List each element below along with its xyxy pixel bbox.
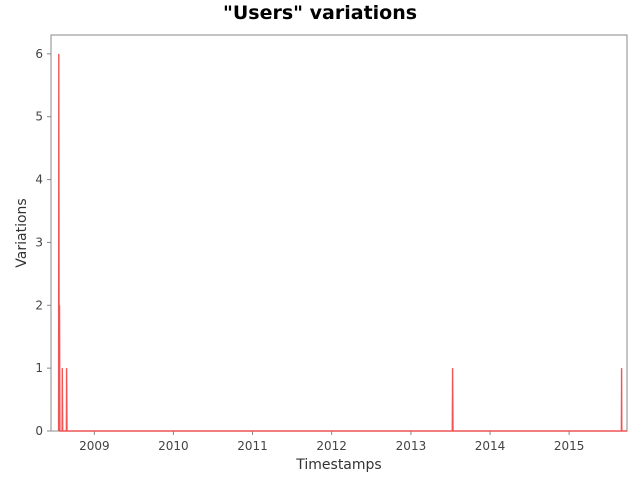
plot-area	[50, 34, 628, 432]
x-axis-label: Timestamps	[295, 457, 381, 473]
y-tick-label: 5	[35, 110, 43, 124]
x-tick-label: 2010	[158, 439, 189, 453]
x-axis: 2009 2010 2011 2012 2013 2014 2015	[79, 431, 584, 453]
series-line	[57, 53, 627, 432]
x-tick-label: 2013	[396, 439, 427, 453]
y-tick-label: 0	[35, 424, 43, 438]
x-tick-label: 2012	[316, 439, 347, 453]
series-layer	[57, 53, 627, 432]
y-tick-label: 6	[35, 47, 43, 61]
x-tick-label: 2014	[475, 439, 506, 453]
y-tick-label: 1	[35, 361, 43, 375]
y-tick-label: 4	[35, 173, 43, 187]
chart-title: "Users" variations	[222, 2, 418, 24]
y-axis: 0 1 2 3 4 5 6	[35, 47, 51, 438]
x-tick-label: 2015	[554, 439, 585, 453]
y-tick-label: 2	[35, 298, 43, 312]
x-tick-label: 2011	[237, 439, 268, 453]
y-tick-label: 3	[35, 235, 43, 249]
x-tick-label: 2009	[79, 439, 110, 453]
y-axis-label: Variations	[14, 198, 30, 267]
